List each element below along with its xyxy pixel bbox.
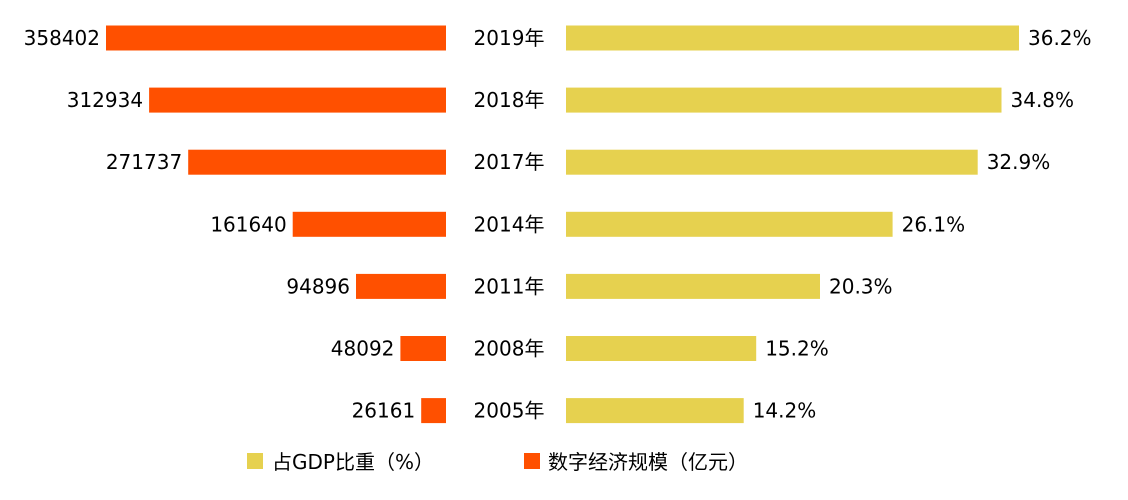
data-label-digital-economy-scale: 312934 — [67, 88, 143, 112]
legend-swatch-gdp-share — [247, 453, 263, 469]
data-label-gdp-share: 34.8% — [1011, 88, 1075, 112]
bar-digital-economy-scale — [149, 87, 446, 113]
data-label-gdp-share: 26.1% — [902, 212, 966, 236]
data-label-digital-economy-scale: 26161 — [352, 399, 416, 423]
bar-digital-economy-scale — [188, 149, 446, 175]
legend-label-gdp-share: 占GDP比重（%） — [272, 450, 434, 474]
bar-gdp-share — [566, 398, 744, 424]
bar-digital-economy-scale — [292, 211, 446, 237]
chart-marks: 358402 2019年 36.2% 312934 2018年 34.8% 271737 20… — [24, 25, 1092, 424]
data-label-digital-economy-scale: 48092 — [331, 337, 395, 361]
bar-digital-economy-scale — [356, 273, 446, 299]
bar-digital-economy-scale — [421, 398, 446, 424]
category-label: 2005年 — [474, 399, 545, 423]
data-label-digital-economy-scale: 358402 — [24, 26, 100, 50]
legend-swatch-digital-economy-scale — [524, 453, 540, 469]
bar-gdp-share — [566, 273, 820, 299]
category-label: 2017年 — [474, 150, 545, 174]
bar-gdp-share — [566, 211, 893, 237]
data-label-digital-economy-scale: 271737 — [106, 150, 182, 174]
data-label-gdp-share: 15.2% — [765, 337, 829, 361]
category-label: 2011年 — [474, 274, 545, 298]
bar-digital-economy-scale — [400, 336, 446, 361]
legend-label-digital-economy-scale: 数字经济规模（亿元） — [548, 450, 748, 474]
data-label-digital-economy-scale: 94896 — [286, 274, 350, 298]
bar-gdp-share — [566, 87, 1002, 113]
bar-gdp-share — [566, 149, 978, 175]
category-label: 2019年 — [474, 26, 545, 50]
data-label-gdp-share: 36.2% — [1028, 26, 1092, 50]
data-label-gdp-share: 20.3% — [829, 274, 893, 298]
bar-gdp-share — [566, 336, 757, 361]
data-label-gdp-share: 14.2% — [753, 399, 817, 423]
bar-gdp-share — [566, 25, 1019, 51]
category-label: 2008年 — [474, 337, 545, 361]
data-label-digital-economy-scale: 161640 — [210, 212, 286, 236]
data-label-gdp-share: 32.9% — [987, 150, 1051, 174]
category-label: 2014年 — [474, 212, 545, 236]
bar-digital-economy-scale — [106, 25, 446, 51]
category-label: 2018年 — [474, 88, 545, 112]
chart-legend: 占GDP比重（%） 数字经济规模（亿元） — [247, 450, 748, 474]
